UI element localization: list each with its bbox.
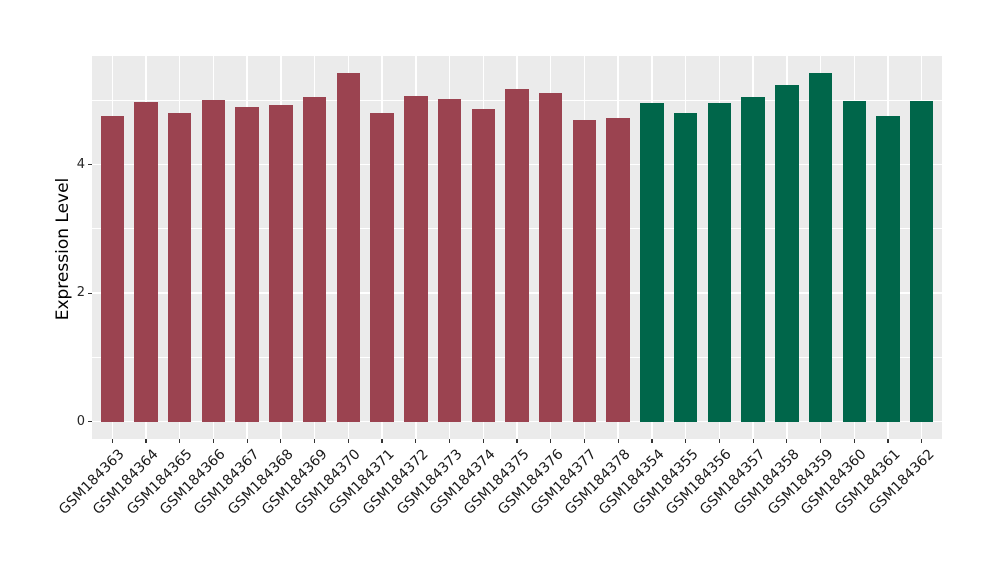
y-tick-label: 4: [76, 156, 85, 172]
bar-GSM184372: [404, 96, 428, 422]
bar-GSM184369: [302, 97, 327, 422]
bar-GSM184365: [167, 112, 192, 422]
x-tick: [482, 439, 484, 443]
bar-GSM184363: [100, 115, 124, 422]
x-tick: [651, 439, 653, 443]
x-tick: [718, 439, 720, 443]
x-tick: [786, 439, 788, 443]
gridline-horizontal-major: [92, 420, 942, 423]
bar-GSM184360: [842, 100, 866, 422]
x-tick: [921, 439, 923, 443]
x-tick: [347, 439, 349, 443]
x-tick: [179, 439, 181, 443]
x-tick: [145, 439, 147, 443]
bar-GSM184361: [876, 115, 900, 422]
y-tick-label: 2: [76, 285, 85, 301]
bar-GSM184371: [370, 113, 394, 422]
bar-GSM184368: [269, 104, 293, 422]
bar-GSM184370: [336, 73, 361, 422]
bar-GSM184366: [201, 99, 226, 422]
x-tick: [617, 439, 619, 443]
x-tick: [280, 439, 282, 443]
bar-GSM184359: [808, 72, 833, 422]
bar-GSM184378: [606, 118, 630, 422]
bar-GSM184356: [707, 102, 732, 422]
bar-GSM184367: [235, 107, 259, 422]
bar-GSM184355: [673, 112, 698, 422]
y-axis-title: Expression Level: [53, 177, 73, 321]
bar-GSM184375: [505, 88, 529, 422]
x-tick: [550, 439, 552, 443]
x-tick: [381, 439, 383, 443]
x-tick: [314, 439, 316, 443]
x-tick: [583, 439, 586, 443]
bar-GSM184373: [437, 99, 462, 422]
x-tick: [819, 439, 822, 443]
bar-GSM184362: [910, 100, 934, 422]
y-tick: [88, 421, 92, 423]
bar-GSM184377: [572, 119, 597, 422]
y-tick: [88, 292, 92, 294]
bar-GSM184364: [134, 102, 158, 422]
x-tick: [516, 439, 518, 443]
x-tick: [853, 439, 855, 443]
x-tick: [415, 439, 417, 443]
y-tick: [88, 164, 92, 166]
x-tick: [887, 439, 889, 443]
x-tick: [246, 439, 248, 443]
x-tick: [111, 439, 113, 443]
bar-GSM184376: [539, 92, 563, 422]
bar-GSM184374: [471, 108, 495, 422]
x-tick: [212, 439, 215, 443]
bar-GSM184357: [741, 97, 765, 422]
x-tick: [752, 439, 754, 443]
y-tick-label: 0: [76, 413, 85, 429]
x-tick: [685, 439, 687, 443]
bar-GSM184354: [640, 102, 664, 422]
x-tick: [448, 439, 451, 443]
bar-GSM184358: [775, 84, 799, 422]
